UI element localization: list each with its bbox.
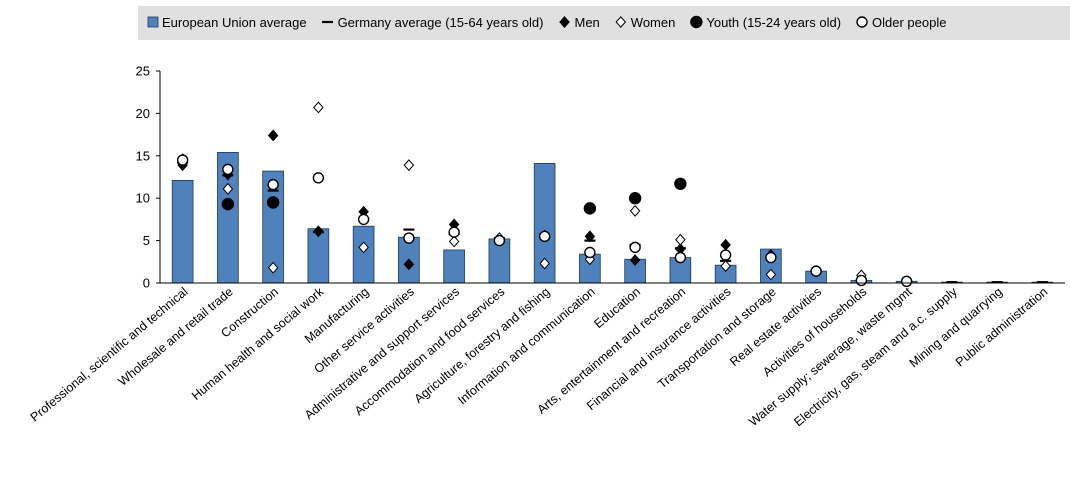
marker-diamond-filled bbox=[313, 225, 324, 238]
legend-swatch-diamond-filled bbox=[559, 16, 570, 28]
legend-label: Youth (15-24 years old) bbox=[706, 15, 841, 30]
marker-circle-open bbox=[538, 230, 551, 243]
y-tick-label: 5 bbox=[143, 233, 150, 248]
marker-circle-filled bbox=[628, 191, 642, 205]
marker-circle-filled bbox=[583, 202, 597, 215]
y-tick-label: 10 bbox=[136, 191, 150, 206]
legend-swatch-diamond-open bbox=[615, 16, 627, 28]
legend-label: European Union average bbox=[162, 15, 307, 30]
marker-diamond-open bbox=[222, 182, 234, 195]
bar-eu-average bbox=[352, 225, 375, 284]
marker-diamond-filled bbox=[629, 254, 641, 267]
legend-swatch-bar bbox=[147, 16, 159, 28]
marker-diamond-open bbox=[403, 159, 415, 172]
marker-circle-filled bbox=[221, 197, 235, 211]
marker-circle-filled bbox=[674, 177, 687, 190]
legend-background bbox=[138, 6, 1070, 40]
legend-swatch-circle-filled bbox=[690, 15, 703, 29]
bar-eu-average bbox=[171, 179, 194, 284]
marker-circle-open bbox=[357, 213, 370, 226]
marker-circle-open bbox=[403, 232, 415, 244]
marker-circle-open bbox=[493, 234, 506, 247]
marker-circle-open bbox=[674, 251, 687, 264]
legend: European Union average Germany average (1… bbox=[147, 15, 946, 30]
marker-circle-open bbox=[900, 275, 913, 288]
marker-diamond-open bbox=[539, 257, 550, 270]
marker-circle-open bbox=[855, 274, 868, 287]
legend-label: Germany average (15-64 years old) bbox=[338, 15, 544, 30]
marker-circle-filled bbox=[266, 196, 280, 209]
y-tick-label: 0 bbox=[143, 276, 150, 291]
marker-circle-open bbox=[719, 249, 732, 261]
marker-circle-open bbox=[765, 251, 777, 264]
marker-diamond-open bbox=[267, 261, 279, 274]
bar-eu-average bbox=[443, 249, 465, 284]
x-category-label: Electricity, gas, steam and a.c. supply bbox=[791, 284, 960, 429]
marker-circle-open bbox=[312, 172, 325, 184]
marker-diamond-open bbox=[765, 268, 777, 281]
x-category-label: Water supply; sewerage, waste mgmt bbox=[746, 284, 915, 429]
marker-circle-open bbox=[176, 154, 189, 166]
marker-diamond-filled bbox=[403, 258, 415, 271]
marker-diamond-open bbox=[675, 233, 686, 246]
legend-swatch-circle-open bbox=[856, 16, 868, 28]
marker-circle-open bbox=[584, 246, 596, 259]
marker-circle-open bbox=[222, 163, 234, 176]
marker-diamond-open bbox=[313, 101, 324, 114]
plot-area: 0 5 10 15 20 25 Professional, scientific and t… bbox=[28, 64, 1065, 429]
marker-diamond-open bbox=[448, 235, 460, 248]
marker-diamond-open bbox=[358, 241, 369, 254]
marker-diamond-open bbox=[720, 260, 731, 272]
marker-diamond-filled bbox=[720, 238, 731, 251]
marker-circle-open bbox=[267, 178, 279, 191]
legend-label: Men bbox=[575, 15, 600, 30]
marker-diamond-filled bbox=[584, 230, 596, 243]
y-tick-label: 25 bbox=[136, 64, 150, 79]
marker-circle-open bbox=[810, 265, 822, 277]
marker-circle-open bbox=[448, 226, 460, 238]
marker-diamond-open bbox=[629, 204, 641, 217]
y-tick-label: 20 bbox=[136, 106, 150, 121]
y-tick-label: 15 bbox=[136, 148, 150, 163]
x-category-label: Professional, scientific and technical bbox=[28, 285, 191, 425]
legend-label: Older people bbox=[872, 15, 946, 30]
legend-label: Women bbox=[631, 15, 676, 30]
marker-circle-open bbox=[629, 241, 641, 254]
marker-diamond-filled bbox=[267, 129, 279, 142]
